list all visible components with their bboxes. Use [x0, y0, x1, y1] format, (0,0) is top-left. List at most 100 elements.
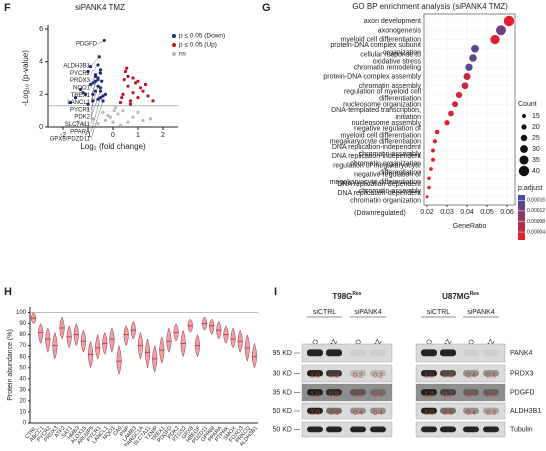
x-tick-label: CA9 — [112, 425, 123, 437]
blot-band — [307, 407, 323, 414]
data-point — [113, 105, 118, 109]
annotation-label: TREX1 — [71, 93, 91, 99]
dot — [496, 25, 506, 36]
cell-line-name: T98G — [332, 292, 352, 301]
y-tick-label: 0 — [39, 124, 43, 131]
blot-background — [301, 364, 393, 383]
group-label: siCTRL — [427, 309, 450, 316]
data-point — [121, 109, 125, 113]
annotation-label: PDGFD — [76, 42, 98, 48]
data-point — [81, 91, 85, 95]
protein-label: PDGFD — [510, 389, 535, 396]
x-tick-label: -1 — [85, 132, 91, 139]
annotation-leader — [90, 94, 94, 125]
dot — [431, 157, 435, 162]
colorbar-label: 0.00008 — [527, 219, 545, 225]
panel-label: F — [4, 2, 11, 14]
quantification: 0.9 — [329, 372, 339, 379]
blot-band — [421, 389, 437, 396]
blot-band — [483, 370, 499, 377]
annotated-point — [98, 89, 103, 93]
data-point — [98, 86, 103, 90]
quantification: 0.2 — [353, 372, 363, 379]
size-legend-marker — [520, 134, 528, 142]
data-point — [86, 107, 90, 111]
data-point — [126, 120, 130, 124]
size-legend-marker — [518, 165, 530, 177]
colorbar-label: 0.00004 — [527, 229, 545, 235]
group-label: siCTRL — [313, 309, 336, 316]
data-point — [138, 86, 143, 90]
chart-title: siPANK4 TMZ — [75, 3, 125, 12]
annotation-leader — [90, 90, 101, 118]
x-tick-label: -2 — [60, 132, 66, 139]
blot-band — [370, 389, 386, 396]
size-legend-label: 20 — [532, 124, 540, 131]
violin-body — [109, 327, 115, 354]
blot-band — [421, 370, 437, 377]
category-label: chromatin remodeling — [354, 64, 421, 71]
category-label: negative regulation of myeloid cell diffe… — [341, 125, 422, 139]
data-point — [120, 96, 124, 100]
x-tick-label: 0.06 — [500, 209, 514, 216]
panel-label: H — [4, 286, 12, 298]
quantification: 0.4 — [373, 410, 383, 417]
category-label: protein-DNA complex assembly — [323, 73, 421, 80]
data-point — [128, 99, 133, 103]
quantification: 0.7 — [443, 391, 453, 398]
blot-band — [440, 349, 456, 357]
data-point — [112, 109, 116, 113]
size-marker: 50 KD — [273, 426, 292, 433]
colorbar — [518, 195, 525, 240]
cell-line-label: U87MGRes — [442, 291, 479, 301]
category-label: chromatin assembly — [359, 83, 422, 90]
protein-label: PANK4 — [510, 350, 533, 357]
dot — [463, 72, 471, 81]
category-label: negative regulation of megakaryocyte diff… — [330, 171, 421, 185]
dot — [452, 101, 458, 108]
protein-label: ALDH3B1 — [510, 408, 541, 415]
blot-background — [301, 343, 393, 363]
y-tick-label: 70 — [19, 343, 26, 349]
dot — [432, 139, 438, 144]
quantification: 0.4 — [466, 410, 476, 417]
data-point — [81, 122, 85, 126]
blot-background — [415, 402, 506, 420]
data-point — [125, 66, 129, 70]
blot-band — [440, 389, 456, 396]
quantification: 0.4 — [486, 372, 496, 379]
quantification: 0.2 — [373, 372, 383, 379]
blot-background — [301, 383, 393, 402]
data-point — [100, 79, 104, 83]
size-marker: 95 KD — [273, 350, 292, 357]
annotation-leader — [90, 97, 101, 132]
x-tick-label: 0.04 — [460, 209, 474, 216]
y-tick-label: 80 — [19, 332, 26, 338]
quantification: 0.5 — [353, 391, 363, 398]
blot-band — [350, 349, 366, 357]
data-point — [136, 79, 140, 83]
blot-background — [415, 343, 506, 363]
blot-band — [463, 389, 479, 396]
annotation-label: NQO1 — [73, 85, 91, 91]
data-point — [91, 117, 95, 121]
blot-band — [370, 407, 386, 414]
annotation-label: ALDH3B1 — [63, 64, 90, 70]
blot-background — [415, 421, 506, 438]
data-point — [111, 120, 115, 124]
data-point — [106, 113, 110, 118]
category-label: regulation of myeloid cell differentiatio… — [344, 88, 421, 102]
quantification: 0.3 — [486, 410, 496, 417]
y-tick-label: 20 — [19, 398, 26, 404]
data-point — [101, 110, 105, 114]
data-point — [143, 82, 148, 87]
violin-body — [123, 325, 129, 347]
blot-band — [326, 349, 342, 357]
data-point — [118, 100, 123, 105]
size-legend-label: 30 — [532, 146, 540, 153]
blot-band — [421, 426, 437, 433]
chart-title: GO BP enrichment analysis (siPANK4 TMZ) — [352, 2, 508, 11]
size-legend-marker — [522, 114, 526, 118]
annotation-label: GPX8/PDZD11 — [50, 137, 91, 143]
annotation-leader — [90, 81, 96, 103]
